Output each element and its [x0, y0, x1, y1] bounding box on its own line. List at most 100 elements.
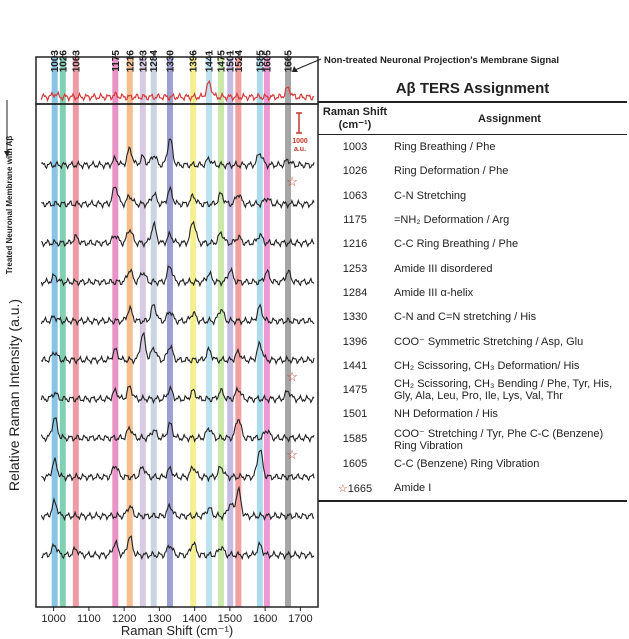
row-shift-value: 1665: [347, 482, 373, 495]
x-axis-title: Raman Shift (cm⁻¹): [121, 623, 233, 638]
x-tick-label-1200: 1200: [112, 613, 136, 625]
spectrum-1: [40, 138, 315, 171]
row-shift-value: 1396: [342, 335, 368, 348]
row-assignment: CH₂ Scissoring, CH₃ Bending / Phe, Tyr, …: [394, 378, 613, 403]
table-row: 1216 C-C Ring Breathing / Phe: [318, 232, 627, 256]
band-layer: [51, 57, 292, 607]
band-1475: [218, 57, 225, 607]
row-shift-value: 1026: [342, 165, 368, 178]
table-row: 1396 COO⁻ Symmetric Stretching / Asp, Glu: [318, 329, 627, 353]
x-tick-label-1500: 1500: [218, 613, 242, 625]
row-assignment: COO⁻ Symmetric Stretching / Asp, Glu: [394, 336, 584, 349]
row-shift: 1253: [318, 256, 392, 280]
top-panel-arrow: [292, 58, 322, 72]
row-shift-value: 1441: [342, 359, 368, 372]
star-marker: ☆: [286, 174, 298, 189]
band-1605: [263, 57, 270, 607]
spectrum-6: [40, 331, 315, 366]
row-assignment: COO⁻ Stretching / Tyr, Phe C-C (Benzene)…: [394, 427, 604, 452]
spectrum-7: [40, 384, 315, 405]
row-shift-value: 1175: [343, 214, 367, 227]
table-header-shift: Raman Shift (cm⁻¹): [318, 101, 392, 135]
table-row: 1501 NH Deformation / His: [318, 402, 627, 426]
x-axis: 1000 1100 1200 1300 1400 1500 1600 1700: [41, 607, 313, 625]
top-label-1063: 1063: [71, 50, 82, 73]
table-row: 1585 COO⁻ Stretching / Tyr, Phe C-C (Benz…: [318, 427, 627, 452]
top-panel-label: Non-treated Neuronal Projection's Membra…: [324, 55, 559, 66]
band-1396: [190, 57, 197, 607]
spectrum-4: [40, 265, 315, 288]
row-assignment: C-N and C=N stretching / His: [394, 311, 537, 324]
x-tick-label-1000: 1000: [41, 613, 65, 625]
top-label-1253: 1253: [138, 50, 149, 73]
band-1441: [206, 57, 213, 607]
side-arrow: [4, 100, 10, 157]
spectrum-9: [41, 449, 315, 483]
row-shift-value: 1585: [342, 433, 368, 446]
row-assignment: CH₂ Scissoring, CH₃ Deformation/ His: [394, 359, 580, 372]
table-row: 1175 =NH₂ Deformation / Arg: [318, 208, 627, 232]
spectrum-8: [40, 417, 315, 444]
row-shift-value: 1330: [342, 311, 368, 324]
top-label-1475: 1475: [217, 50, 228, 73]
table-row: 1330 C-N and C=N stretching / His: [318, 305, 627, 329]
table-row: 1253 Amide III disordered: [318, 256, 627, 280]
row-assignment: =NH₂ Deformation / Arg: [394, 214, 510, 227]
band-1524: [235, 57, 242, 607]
side-label: Treated Neuronal Membrane with Aβ: [5, 136, 14, 275]
row-assignment: Amide III α-helix: [394, 286, 474, 299]
x-tick-label-1100: 1100: [77, 613, 101, 625]
band-1003: [51, 57, 58, 607]
spectrum-3: [40, 220, 315, 249]
row-assignment: Ring Breathing / Phe: [394, 141, 496, 154]
table-row: ☆1665 Amide I: [318, 475, 627, 503]
spectra-layer: [40, 79, 315, 561]
row-shift: 1003: [318, 135, 392, 160]
table-row: 1063 C-N Stretching: [318, 184, 627, 208]
top-label-1501: 1501: [226, 50, 237, 73]
row-shift: 1175: [318, 208, 392, 232]
row-shift: 1475: [318, 378, 392, 402]
star-layer: ☆ ☆ ☆: [286, 174, 298, 462]
assignment-table: Aβ TERS Assignment Raman Shift (cm⁻¹) As…: [318, 80, 627, 503]
top-label-1175: 1175: [111, 50, 122, 72]
band-1253: [139, 57, 146, 607]
band-1501: [227, 57, 234, 607]
row-assignment: C-N Stretching: [394, 189, 467, 202]
scale-bar-label-2: a.u.: [294, 146, 306, 153]
band-1216: [126, 57, 133, 607]
row-shift: 1216: [318, 232, 392, 256]
top-label-1003: 1003: [50, 50, 61, 73]
row-shift-value: 1003: [342, 141, 368, 154]
row-shift-value: 1063: [342, 189, 368, 202]
top-label-1441: 1441: [205, 50, 216, 73]
row-shift-value: 1216: [342, 238, 368, 251]
top-label-1396: 1396: [189, 50, 200, 73]
main-panel-frame: [35, 103, 319, 608]
top-label-1665: 1665: [284, 50, 295, 73]
top-label-1524: 1524: [234, 50, 245, 73]
top-label-1026: 1026: [58, 50, 69, 73]
row-shift-value: 1605: [342, 457, 368, 470]
x-tick-label-1600: 1600: [253, 613, 277, 625]
band-1330: [166, 57, 173, 607]
x-tick-label-1300: 1300: [147, 613, 171, 625]
band-1026: [59, 57, 66, 607]
row-shift: 1330: [318, 305, 392, 329]
row-assignment: Ring Deformation / Phe: [394, 165, 509, 178]
spectrum-11: [41, 535, 315, 561]
row-shift: 1063: [318, 184, 392, 208]
top-label-1605: 1605: [262, 50, 273, 73]
row-shift: ☆1665: [318, 475, 392, 503]
y-axis-title: Relative Raman Intensity (a.u.): [6, 299, 22, 491]
table-header-assignment: Assignment: [392, 101, 627, 135]
row-assignment: Amide I: [392, 475, 627, 503]
row-shift: 1396: [318, 329, 392, 353]
star-marker: ☆: [286, 369, 298, 384]
table-row: 1605 C-C (Benzene) Ring Vibration: [318, 452, 627, 476]
row-shift: 1585: [318, 427, 392, 452]
row-shift: 1026: [318, 159, 392, 183]
